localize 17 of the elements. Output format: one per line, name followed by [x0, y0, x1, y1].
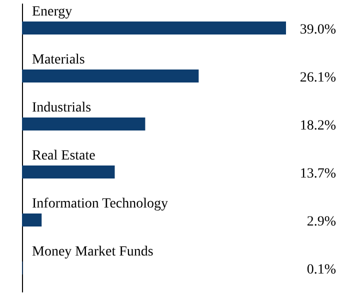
y-tick-label: Money Market Funds — [32, 244, 154, 260]
data-label: 18.2% — [300, 118, 336, 134]
y-tick-label: Energy — [32, 4, 72, 20]
y-tick-label: Materials — [32, 52, 85, 68]
bar — [22, 214, 42, 226]
data-label: 39.0% — [300, 22, 336, 38]
bar — [22, 118, 146, 130]
bar — [22, 166, 115, 178]
y-tick-label: Industrials — [32, 100, 92, 116]
data-label: 0.1% — [306, 262, 336, 278]
data-label: 13.7% — [300, 166, 336, 182]
bar — [22, 22, 286, 34]
bar — [22, 70, 199, 82]
data-label: 26.1% — [300, 70, 336, 86]
y-tick-label: Real Estate — [32, 148, 96, 164]
y-tick-label: Information Technology — [32, 196, 168, 212]
data-label: 2.9% — [306, 214, 336, 230]
